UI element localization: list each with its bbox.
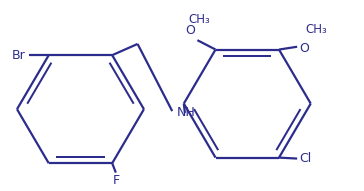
- Text: O: O: [299, 42, 309, 55]
- Text: CH₃: CH₃: [305, 23, 327, 36]
- Text: NH: NH: [177, 106, 195, 119]
- Text: Br: Br: [11, 49, 25, 62]
- Text: CH₃: CH₃: [188, 13, 210, 26]
- Text: F: F: [112, 174, 119, 187]
- Text: O: O: [186, 24, 195, 37]
- Text: Cl: Cl: [299, 152, 311, 165]
